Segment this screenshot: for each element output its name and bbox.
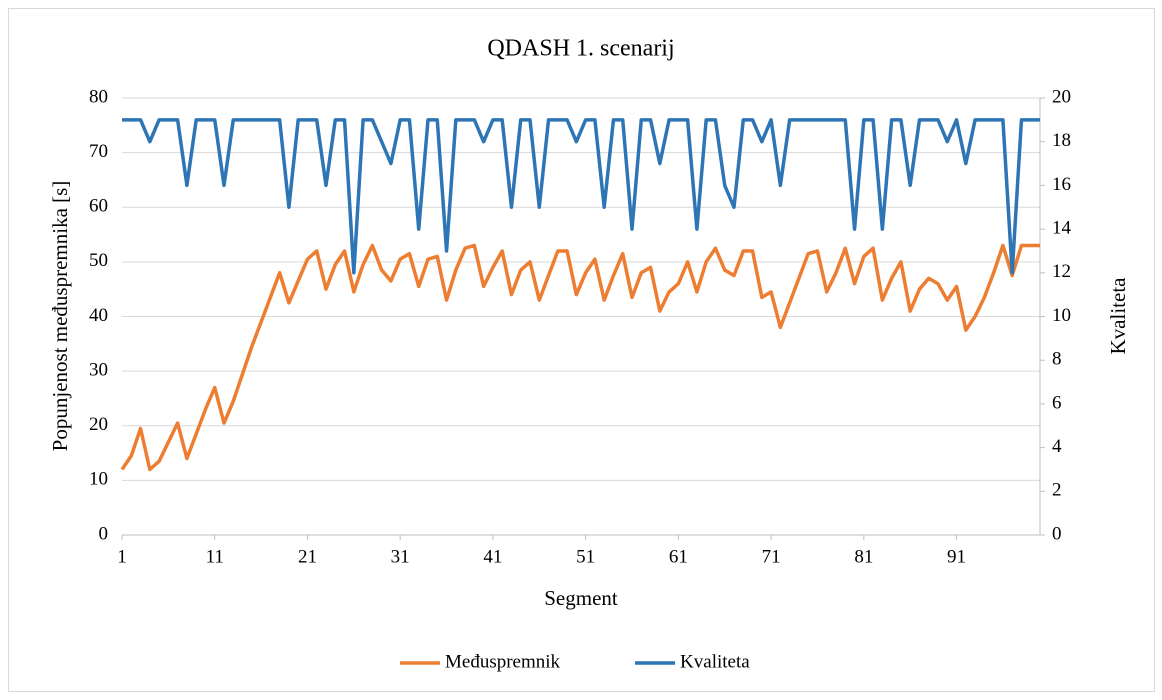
x-tick-label: 31 xyxy=(391,546,410,567)
x-tick-label: 91 xyxy=(947,546,966,567)
y-tick-label: 50 xyxy=(89,250,108,271)
series-line xyxy=(120,243,1040,472)
y2-axis-title: Kvaliteta xyxy=(1106,277,1130,355)
y2-tick-label: 18 xyxy=(1052,130,1071,151)
x-tick-label: 21 xyxy=(298,546,317,567)
y-tick-label: 60 xyxy=(89,196,108,217)
y2-tick-label: 8 xyxy=(1052,349,1062,370)
chart-frame xyxy=(8,8,1155,692)
x-tick-label: 11 xyxy=(206,546,224,567)
series-line xyxy=(122,118,1040,275)
y-tick-label: 40 xyxy=(89,305,108,326)
x-axis-title: Segment xyxy=(544,586,618,610)
legend-label: Međuspremnik xyxy=(445,651,561,672)
y2-tick-label: 16 xyxy=(1052,174,1071,195)
legend-label: Kvaliteta xyxy=(680,651,750,672)
y-tick-label: 20 xyxy=(89,414,108,435)
x-tick-label: 71 xyxy=(762,546,781,567)
y2-tick-label: 2 xyxy=(1052,480,1062,501)
y-tick-label: 70 xyxy=(89,141,108,162)
y-tick-label: 0 xyxy=(99,523,109,544)
y-tick-label: 80 xyxy=(89,86,108,107)
y2-tick-label: 10 xyxy=(1052,305,1071,326)
x-tick-label: 51 xyxy=(576,546,595,567)
y2-tick-label: 0 xyxy=(1052,523,1062,544)
x-tick-label: 41 xyxy=(483,546,502,567)
y2-tick-label: 20 xyxy=(1052,86,1071,107)
y-tick-label: 30 xyxy=(89,359,108,380)
x-tick-label: 61 xyxy=(669,546,688,567)
y-axis-title: Popunjenost međuspremnika [s] xyxy=(48,181,72,452)
x-tick-label: 81 xyxy=(854,546,873,567)
chart-title: QDASH 1. scenarij xyxy=(487,36,674,62)
y2-tick-label: 4 xyxy=(1052,436,1062,457)
y2-tick-label: 14 xyxy=(1052,217,1072,238)
y2-tick-label: 12 xyxy=(1052,261,1071,282)
y-tick-label: 10 xyxy=(89,469,108,490)
x-tick-label: 1 xyxy=(117,546,127,567)
y2-tick-label: 6 xyxy=(1052,392,1062,413)
